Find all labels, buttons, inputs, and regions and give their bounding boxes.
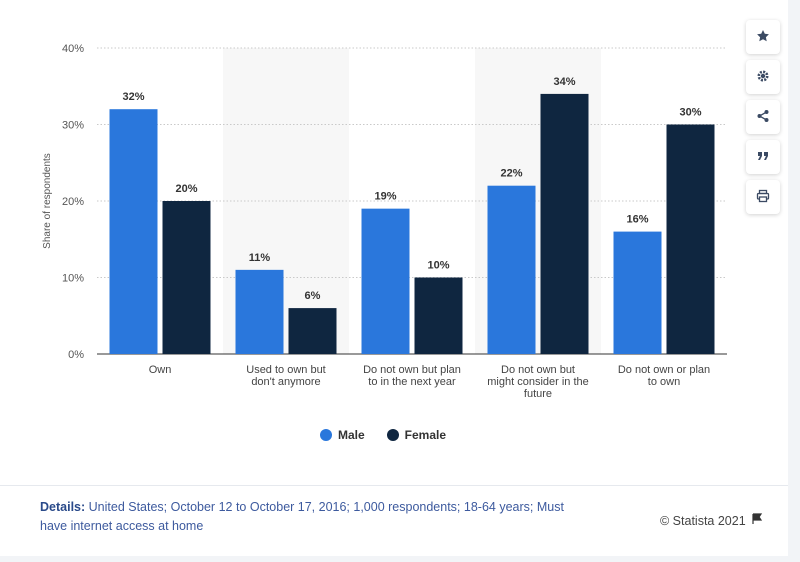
- bar-female: [666, 124, 715, 354]
- y-tick-label: 0%: [68, 349, 84, 361]
- bar-female: [288, 308, 337, 354]
- data-label: 34%: [553, 76, 575, 88]
- legend-label-male: Male: [337, 428, 365, 442]
- data-label: 22%: [500, 168, 522, 180]
- details-label: Details:: [40, 500, 86, 514]
- x-tick-label: don't anymore: [251, 376, 320, 388]
- star-icon: [756, 29, 770, 46]
- x-tick-label: future: [524, 388, 552, 400]
- gear-icon: [756, 69, 770, 86]
- data-label: 6%: [305, 290, 321, 302]
- x-tick-label: to own: [648, 376, 680, 388]
- copyright[interactable]: © Statista 2021: [660, 513, 763, 528]
- bar-male: [613, 231, 662, 354]
- x-tick-label: to in the next year: [368, 376, 456, 388]
- y-tick-label: 10%: [62, 273, 84, 285]
- flag-icon: [751, 513, 763, 528]
- data-label: 19%: [374, 191, 396, 203]
- bar-male: [487, 185, 536, 354]
- bar-male: [235, 269, 284, 354]
- x-tick-label: Do not own but plan: [363, 364, 461, 376]
- legend-item-female[interactable]: Female: [386, 428, 447, 442]
- x-tick-label: might consider in the: [487, 376, 589, 388]
- legend-swatch-male: [319, 429, 332, 441]
- x-tick-label: Do not own or plan: [618, 364, 710, 376]
- bar-chart: 0% 10% 20% 30% 40% Share of respondents 32% 20%…: [42, 43, 727, 400]
- bar-female: [162, 201, 211, 354]
- y-axis-title: Share of respondents: [42, 153, 53, 249]
- footer-divider: [0, 485, 788, 486]
- details-text: United States; October 12 to October 17,…: [40, 500, 564, 533]
- chart-card: 0% 10% 20% 30% 40% Share of respondents 32% 20%…: [0, 0, 788, 556]
- data-label: 32%: [122, 91, 144, 103]
- copyright-text: © Statista 2021: [660, 513, 746, 528]
- sidebar-toolbar: [746, 20, 782, 214]
- favorite-button[interactable]: [746, 20, 780, 54]
- data-label: 10%: [427, 260, 449, 272]
- print-icon: [756, 189, 770, 206]
- bar-male: [361, 208, 410, 354]
- legend-swatch-female: [386, 429, 399, 441]
- settings-button[interactable]: [746, 60, 780, 94]
- data-label: 20%: [175, 183, 197, 195]
- y-tick-label: 30%: [62, 120, 84, 132]
- details-note: Details: United States; October 12 to Oc…: [40, 498, 580, 536]
- bar-male: [109, 109, 158, 354]
- share-button[interactable]: [746, 100, 780, 134]
- y-tick-label: 40%: [62, 43, 84, 55]
- y-tick-label: 20%: [62, 196, 84, 208]
- legend-label-female: Female: [404, 428, 447, 442]
- data-label: 30%: [679, 107, 701, 119]
- quote-icon: [756, 149, 770, 166]
- x-tick-label: Do not own but: [501, 364, 575, 376]
- share-icon: [756, 109, 770, 126]
- x-tick-label: Own: [149, 364, 172, 376]
- data-label: 16%: [626, 214, 648, 226]
- data-label: 11%: [249, 252, 271, 264]
- legend: Male Female: [0, 428, 766, 442]
- legend-item-male[interactable]: Male: [319, 428, 365, 442]
- x-tick-label: Used to own but: [246, 364, 326, 376]
- bar-female: [414, 277, 463, 354]
- cite-button[interactable]: [746, 140, 780, 174]
- bar-female: [540, 93, 589, 355]
- print-button[interactable]: [746, 180, 780, 214]
